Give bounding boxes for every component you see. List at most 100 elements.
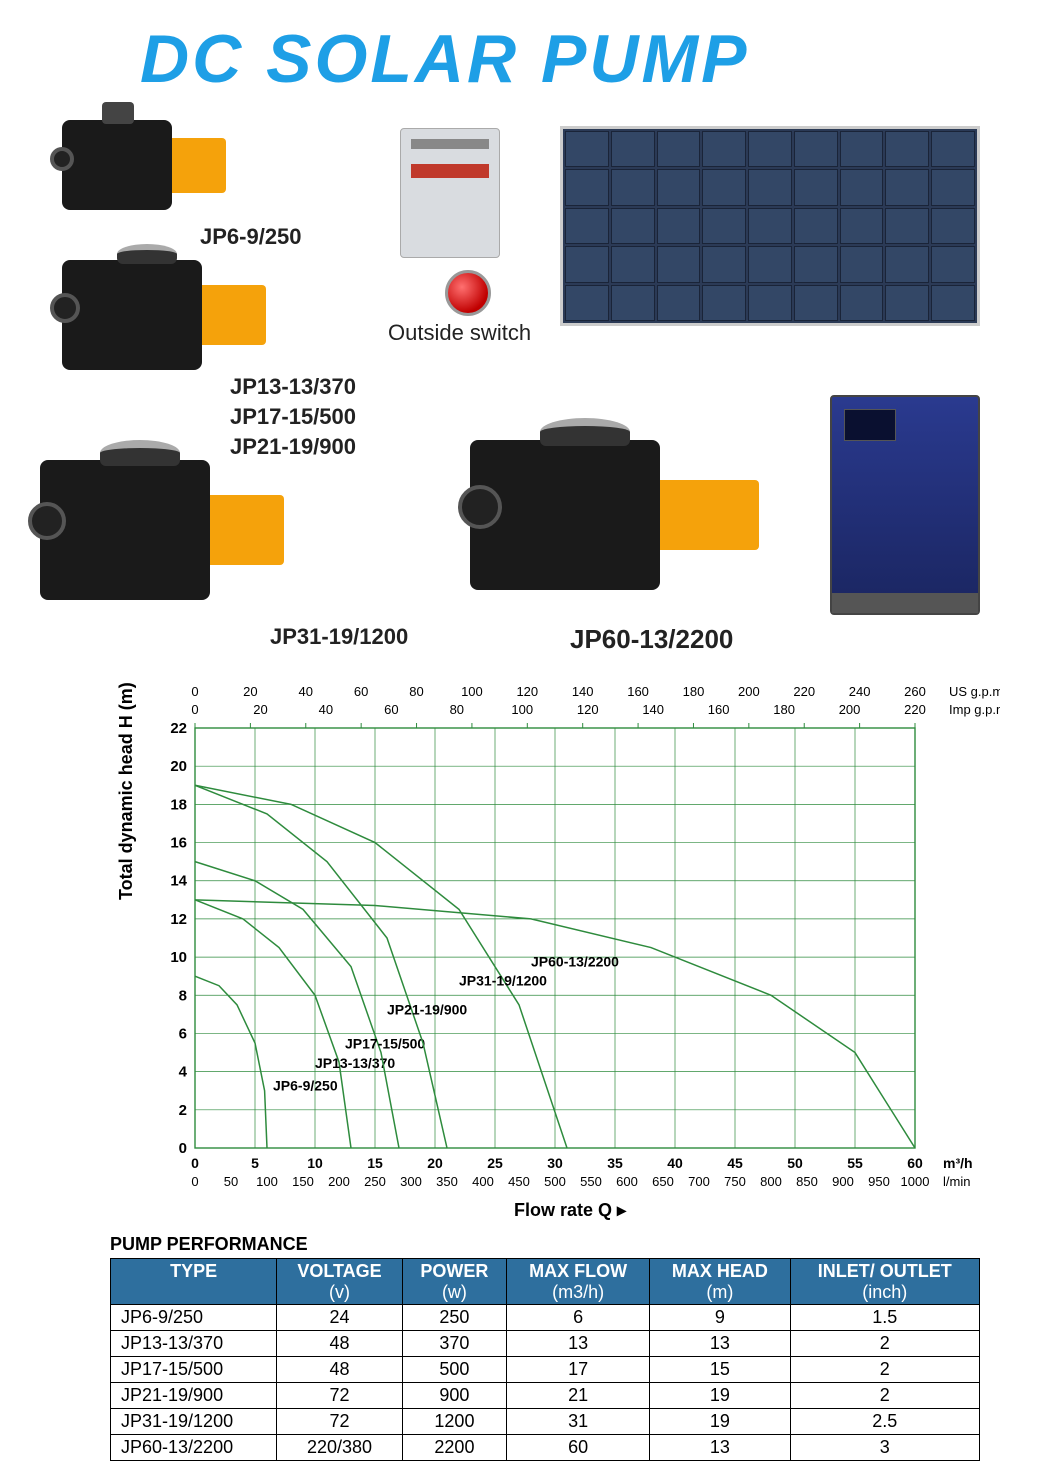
- outside-switch-icon: [445, 270, 491, 316]
- table-row: JP21-19/9007290021192: [111, 1383, 980, 1409]
- chart-y-axis-label: Total dynamic head H (m): [116, 682, 137, 900]
- svg-text:550: 550: [580, 1174, 602, 1189]
- svg-text:0: 0: [191, 684, 198, 699]
- svg-text:0: 0: [191, 1174, 198, 1189]
- svg-text:120: 120: [516, 684, 538, 699]
- svg-text:100: 100: [461, 684, 483, 699]
- svg-text:180: 180: [773, 702, 795, 717]
- table-row: JP31-19/120072120031192.5: [111, 1409, 980, 1435]
- svg-text:20: 20: [253, 702, 267, 717]
- svg-text:10: 10: [170, 949, 187, 966]
- svg-text:100: 100: [256, 1174, 278, 1189]
- table-cell: 72: [277, 1383, 402, 1409]
- svg-text:350: 350: [436, 1174, 458, 1189]
- table-cell: 250: [402, 1305, 506, 1331]
- table-cell: 9: [650, 1305, 790, 1331]
- svg-text:60: 60: [384, 702, 398, 717]
- svg-text:10: 10: [307, 1155, 323, 1171]
- table-col-header: TYPE: [111, 1259, 277, 1305]
- table-cell: 1.5: [790, 1305, 979, 1331]
- label-jp60: JP60-13/2200: [570, 624, 733, 655]
- performance-table: TYPE VOLTAGE(v)POWER(w)MAX FLOW(m3/h)MAX…: [110, 1258, 980, 1461]
- table-col-header: VOLTAGE(v): [277, 1259, 402, 1305]
- table-cell: 60: [507, 1435, 650, 1461]
- table-cell: 21: [507, 1383, 650, 1409]
- product-gallery: JP6-9/250 JP13-13/370 JP17-15/500 JP21-1…: [0, 120, 1060, 660]
- svg-text:850: 850: [796, 1174, 818, 1189]
- svg-text:250: 250: [364, 1174, 386, 1189]
- table-cell: 2: [790, 1331, 979, 1357]
- table-title: PUMP PERFORMANCE: [110, 1234, 308, 1255]
- product-jp60: [470, 440, 759, 590]
- product-jp6: [62, 120, 226, 210]
- table-cell: 17: [507, 1357, 650, 1383]
- svg-text:2: 2: [179, 1102, 187, 1119]
- table-cell: 3: [790, 1435, 979, 1461]
- svg-text:120: 120: [577, 702, 599, 717]
- svg-text:180: 180: [683, 684, 705, 699]
- svg-text:900: 900: [832, 1174, 854, 1189]
- svg-text:40: 40: [319, 702, 333, 717]
- svg-text:260: 260: [904, 684, 926, 699]
- table-cell: 13: [650, 1331, 790, 1357]
- svg-text:50: 50: [224, 1174, 238, 1189]
- svg-text:JP17-15/500: JP17-15/500: [345, 1036, 425, 1052]
- table-cell: 24: [277, 1305, 402, 1331]
- svg-text:45: 45: [727, 1155, 743, 1171]
- svg-text:50: 50: [787, 1155, 803, 1171]
- table-cell: JP6-9/250: [111, 1305, 277, 1331]
- label-jp21: JP21-19/900: [230, 434, 356, 460]
- svg-text:m³/h: m³/h: [943, 1155, 973, 1171]
- table-cell: 6: [507, 1305, 650, 1331]
- svg-text:240: 240: [849, 684, 871, 699]
- svg-text:400: 400: [472, 1174, 494, 1189]
- svg-text:40: 40: [667, 1155, 683, 1171]
- table-cell: JP31-19/1200: [111, 1409, 277, 1435]
- svg-text:30: 30: [547, 1155, 563, 1171]
- svg-text:650: 650: [652, 1174, 674, 1189]
- svg-text:6: 6: [179, 1025, 187, 1042]
- controller-box: [400, 128, 500, 258]
- label-jp13-group: JP13-13/370 JP17-15/500 JP21-19/900: [230, 370, 356, 460]
- svg-text:140: 140: [572, 684, 594, 699]
- svg-text:750: 750: [724, 1174, 746, 1189]
- page-title: DC SOLAR PUMP: [140, 20, 749, 98]
- svg-text:0: 0: [191, 1155, 199, 1171]
- table-cell: 2200: [402, 1435, 506, 1461]
- svg-text:l/min: l/min: [943, 1174, 970, 1189]
- table-cell: 48: [277, 1357, 402, 1383]
- inverter-box: [830, 395, 980, 615]
- svg-text:16: 16: [170, 835, 187, 852]
- svg-text:15: 15: [367, 1155, 383, 1171]
- table-col-header: INLET/ OUTLET(inch): [790, 1259, 979, 1305]
- table-cell: 19: [650, 1383, 790, 1409]
- svg-text:160: 160: [627, 684, 649, 699]
- chart-x-axis-label: Flow rate Q ▸: [140, 1200, 1000, 1221]
- table-col-header: MAX FLOW(m3/h): [507, 1259, 650, 1305]
- svg-text:950: 950: [868, 1174, 890, 1189]
- table-cell: 500: [402, 1357, 506, 1383]
- svg-text:JP60-13/2200: JP60-13/2200: [531, 954, 619, 970]
- table-col-header: POWER(w): [402, 1259, 506, 1305]
- svg-text:55: 55: [847, 1155, 863, 1171]
- svg-text:220: 220: [793, 684, 815, 699]
- table-cell: 13: [650, 1435, 790, 1461]
- table-row: JP6-9/25024250691.5: [111, 1305, 980, 1331]
- svg-text:JP21-19/900: JP21-19/900: [387, 1001, 467, 1017]
- svg-text:US g.p.m: US g.p.m: [949, 684, 1000, 699]
- solar-panel: [560, 126, 980, 326]
- svg-text:14: 14: [170, 873, 187, 890]
- svg-text:200: 200: [738, 684, 760, 699]
- product-jp31: [40, 460, 284, 600]
- table-cell: 13: [507, 1331, 650, 1357]
- svg-text:5: 5: [251, 1155, 259, 1171]
- svg-text:18: 18: [170, 796, 187, 813]
- table-cell: 72: [277, 1409, 402, 1435]
- svg-text:0: 0: [191, 702, 198, 717]
- table-cell: 15: [650, 1357, 790, 1383]
- svg-text:40: 40: [299, 684, 313, 699]
- svg-text:60: 60: [354, 684, 368, 699]
- table-col-header: MAX HEAD(m): [650, 1259, 790, 1305]
- table-cell: 19: [650, 1409, 790, 1435]
- table-cell: 2.5: [790, 1409, 979, 1435]
